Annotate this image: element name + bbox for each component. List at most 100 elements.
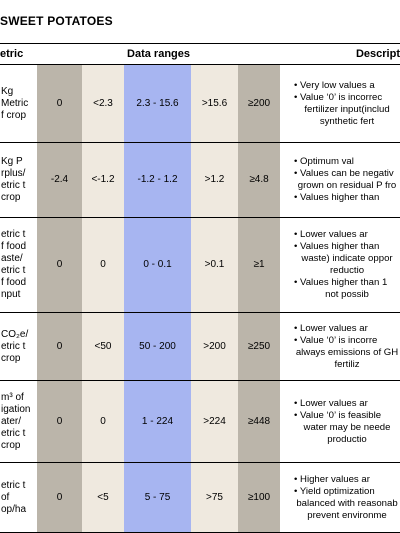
range-cell-v4: >0.1 (191, 217, 238, 313)
metric-line: f food (1, 277, 27, 288)
metric-line: etric t (1, 427, 26, 439)
description-line: grown on residual P fro (297, 180, 397, 191)
metric-line: crop (1, 192, 21, 203)
metric-line: rplus/ (1, 168, 26, 179)
description-line: • Higher values ar (294, 473, 370, 485)
description-line: • Value ‘0’ is feasible (294, 409, 382, 421)
table-row: etric t of op/ha 0 <5 5 - 75 >75 ≥100 • Higher v… (0, 462, 400, 533)
metric-line: of (1, 491, 10, 503)
description-line: • Values higher than (294, 192, 380, 203)
range-cell-v3: 2.3 - 15.6 (124, 64, 191, 143)
range-cell-v3: 1 - 224 (124, 380, 191, 463)
metric-line: op/ha (1, 503, 27, 515)
metric-line: etric t (1, 479, 26, 491)
range-cell-v4: >1.2 (191, 142, 238, 218)
range-cell-v1: -2.4 (37, 142, 82, 218)
metric-line: Kg (1, 85, 14, 97)
table-row: CO₂e/etric t crop 0 <50 50 - 200 >200 ≥250 • Lo… (0, 312, 400, 381)
description-line: • Yield optimization (294, 485, 375, 497)
description-line: • Values higher than 1 (294, 277, 388, 288)
data-ranges-table: etric Data ranges Descript Kg Metric f cro… (0, 43, 400, 533)
metric-line: f food (1, 241, 27, 252)
table-row: m³ of igation ater/etric t crop 0 0 1 - 224 >22… (0, 380, 400, 463)
header-metric: etric (0, 43, 37, 65)
description-line: water may be neede (303, 421, 391, 433)
metric-cell: etric t of op/ha (0, 462, 37, 533)
range-cell-v1: 0 (37, 380, 82, 463)
description-line: • Values can be negativ (294, 168, 394, 179)
description-line: • Lower values ar (294, 322, 368, 334)
description-line: fertiliz (334, 358, 360, 370)
range-cell-v2: <5 (82, 462, 124, 533)
metric-line: etric t (1, 180, 26, 191)
description-line: • Value ‘0’ is incorrec (294, 91, 383, 103)
description-line: not possib (325, 289, 369, 300)
metric-cell: m³ of igation ater/etric t crop (0, 380, 37, 463)
description-line: • Values higher than (294, 241, 380, 252)
description-line: productio (327, 433, 367, 445)
description-cell: • Lower values ar • Value ‘0’ is feasible… (280, 380, 400, 463)
range-cell-v4: >224 (191, 380, 238, 463)
description-cell: • Lower values ar • Value ‘0’ is incorre a… (280, 312, 400, 381)
metric-line: m³ of (1, 391, 24, 403)
header-row: etric Data ranges Descript (0, 43, 400, 65)
metric-line: Kg P (1, 156, 23, 167)
range-cell-v5: ≥200 (238, 64, 281, 143)
description-line: prevent environme (307, 509, 387, 521)
metric-line: etric t (1, 340, 26, 352)
range-cell-v2: 0 (82, 380, 124, 463)
header-description: Descript (280, 43, 400, 65)
description-line: synthetic fert (319, 115, 375, 127)
description-line: • Value ‘0’ is incorre (294, 334, 378, 346)
description-line: fertilizer input(includ (304, 103, 390, 115)
range-cell-v3: 0 - 0.1 (124, 217, 191, 313)
range-cell-v3: 5 - 75 (124, 462, 191, 533)
range-cell-v5: ≥448 (238, 380, 281, 463)
metric-line: CO₂e/ (1, 328, 29, 340)
range-cell-v3: 50 - 200 (124, 312, 191, 381)
range-cell-v1: 0 (37, 312, 82, 381)
metric-line: crop (1, 352, 21, 364)
description-cell: • Higher values ar • Yield optimization ba… (280, 462, 400, 533)
range-cell-v2: <2.3 (82, 64, 124, 143)
metric-line: crop (1, 439, 21, 451)
range-cell-v1: 0 (37, 462, 82, 533)
description-cell: • Lower values ar • Values higher than was… (280, 217, 400, 313)
description-line: balanced with reasonab (296, 497, 398, 509)
metric-line: f crop (1, 109, 27, 121)
range-cell-v4: >200 (191, 312, 238, 381)
range-cell-v1: 0 (37, 64, 82, 143)
metric-cell: CO₂e/etric t crop (0, 312, 37, 381)
range-cell-v2: <50 (82, 312, 124, 381)
header-data-ranges: Data ranges (37, 43, 281, 65)
metric-line: etric t (1, 265, 26, 276)
table-row: Kg Metric f crop 0 <2.3 2.3 - 15.6 >15.6 ≥200 • … (0, 64, 400, 143)
description-line: always emissions of GH (295, 346, 399, 358)
range-cell-v5: ≥250 (238, 312, 281, 381)
range-cell-v5: ≥4.8 (238, 142, 281, 218)
metric-line: Metric (1, 97, 29, 109)
description-line: • Lower values ar (294, 397, 368, 409)
range-cell-v1: 0 (37, 217, 82, 313)
description-cell: • Very low values a • Value ‘0’ is incorr… (280, 64, 400, 143)
range-cell-v3: -1.2 - 1.2 (124, 142, 191, 218)
metric-line: igation (1, 403, 31, 415)
description-line: waste) indicate oppor (301, 253, 393, 264)
range-cell-v5: ≥1 (238, 217, 281, 313)
range-cell-v4: >15.6 (191, 64, 238, 143)
range-cell-v4: >75 (191, 462, 238, 533)
metric-line: ater/ (1, 415, 22, 427)
metric-cell: Kg Metric f crop (0, 64, 37, 143)
range-cell-v5: ≥100 (238, 462, 281, 533)
description-line: • Lower values ar (294, 229, 368, 240)
description-cell: • Optimum val • Values can be negativ grow… (280, 142, 400, 218)
metric-line: aste/ (1, 253, 23, 264)
description-line: reductio (329, 265, 365, 276)
table-title: SWEET POTATOES (0, 14, 113, 28)
range-cell-v2: 0 (82, 217, 124, 313)
description-line: • Very low values a (294, 79, 375, 91)
